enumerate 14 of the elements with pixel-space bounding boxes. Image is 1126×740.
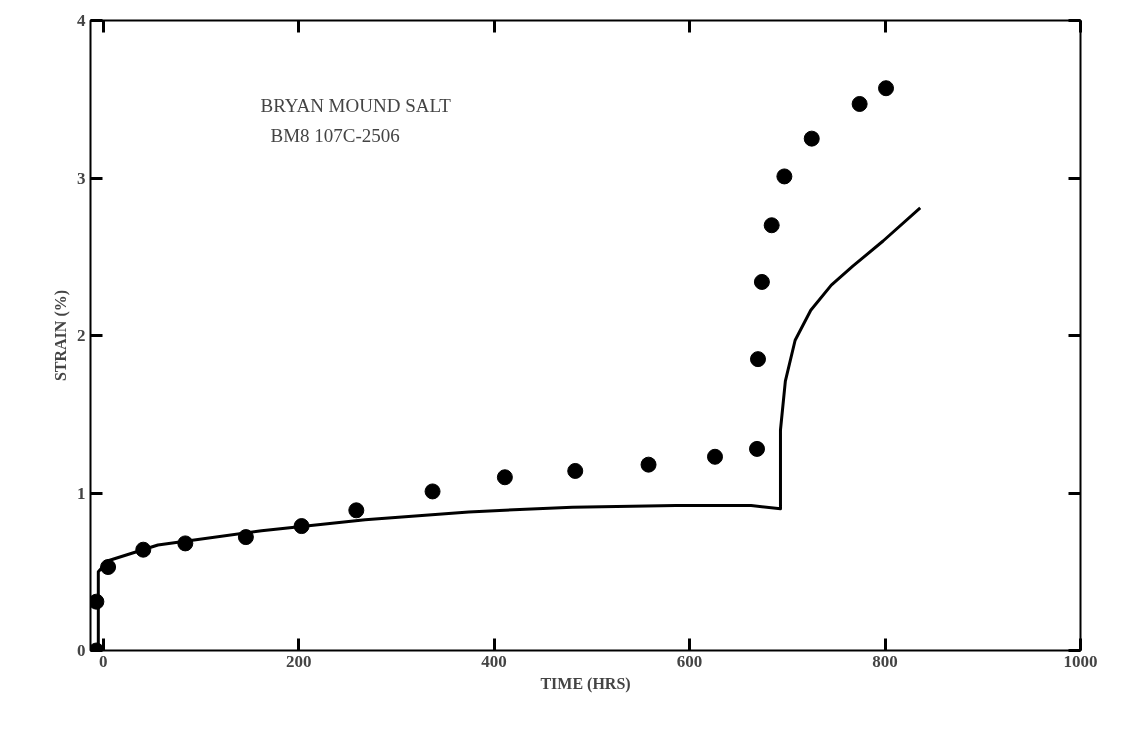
x-tick-label: 600 — [676, 651, 703, 671]
annotation: BRYAN MOUND SALT — [260, 94, 452, 116]
x-axis-title: TIME (HRS) — [540, 674, 631, 693]
y-tick-label: 2 — [77, 326, 86, 345]
x-tick-label: 800 — [872, 651, 898, 671]
x-tick-label: 200 — [285, 651, 312, 671]
annotation: BM8 107C-2506 — [270, 124, 400, 146]
x-tick-label: 400 — [481, 651, 507, 671]
y-tick-label: 1 — [77, 483, 86, 503]
x-tick-label: 1000 — [1063, 651, 1098, 671]
y-tick-label: 3 — [77, 168, 86, 188]
y-tick-label: 4 — [77, 11, 86, 30]
y-axis-title: STRAIN (%) — [52, 289, 70, 382]
x-tick-label: 0 — [98, 651, 108, 671]
